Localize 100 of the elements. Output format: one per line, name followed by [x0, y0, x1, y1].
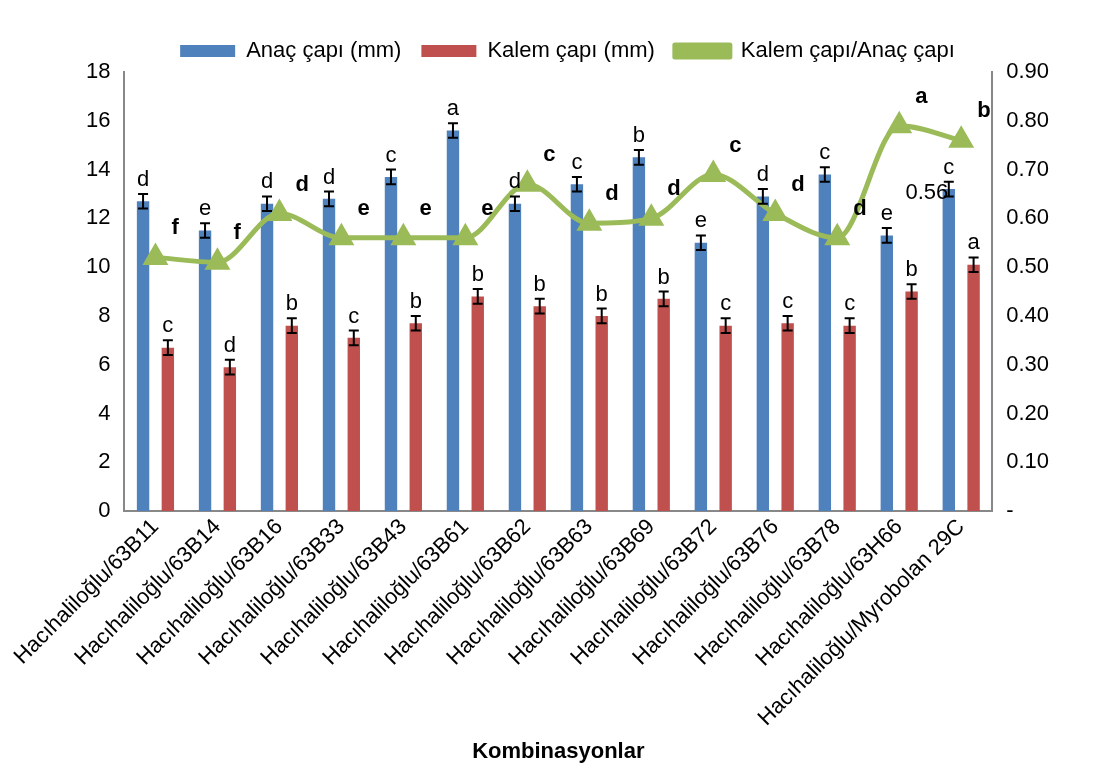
- y-tick-label: 10: [85, 253, 111, 279]
- data-label: d: [756, 161, 769, 187]
- data-label: e: [357, 194, 370, 220]
- bar: [508, 203, 522, 512]
- data-label: d: [667, 175, 681, 201]
- legend-label: Kalem çapı/Anaç çapı: [740, 37, 955, 63]
- data-label: a: [446, 95, 460, 121]
- data-label: b: [471, 261, 484, 287]
- data-label: c: [720, 290, 732, 316]
- data-label: e: [419, 194, 432, 220]
- bar: [260, 203, 274, 512]
- data-label: f: [171, 214, 180, 240]
- data-label: e: [694, 207, 707, 233]
- bar: [198, 230, 212, 512]
- bar: [967, 264, 980, 512]
- data-label: e: [198, 195, 212, 221]
- y-tick-label: 16: [85, 106, 111, 132]
- bar: [843, 325, 856, 512]
- point: [638, 203, 665, 226]
- data-label: d: [791, 170, 805, 196]
- y-tick-label: 2: [98, 448, 111, 474]
- bar: [880, 235, 894, 512]
- bar: [285, 325, 299, 512]
- data-label: c: [729, 131, 742, 157]
- data-label: e: [481, 194, 494, 220]
- bar: [756, 196, 770, 512]
- data-label: d: [322, 163, 336, 189]
- bar: [657, 298, 670, 512]
- data-label: c: [819, 139, 831, 165]
- x-axis-title: Kombinasyonlar: [472, 737, 645, 763]
- data-label: c: [543, 141, 556, 167]
- point: [700, 159, 727, 182]
- data-label: b: [409, 287, 422, 313]
- data-label: d: [136, 166, 150, 192]
- y2-tick-label: 0.40: [1006, 301, 1050, 327]
- bar: [136, 201, 150, 512]
- data-label: d: [223, 331, 236, 357]
- y2-tick-label: 0.30: [1006, 350, 1050, 376]
- data-label: b: [632, 122, 646, 148]
- y-tick-label: 0: [98, 497, 111, 523]
- data-label: d: [295, 170, 309, 196]
- bar: [570, 184, 584, 512]
- point: [268, 198, 293, 221]
- data-label: d: [508, 168, 522, 194]
- bar: [471, 296, 484, 512]
- legend-label: Anaç çapı (mm): [246, 37, 402, 63]
- data-label: c: [571, 148, 583, 174]
- data-label: b: [285, 290, 298, 316]
- point: [142, 242, 169, 265]
- data-label: d: [605, 180, 619, 206]
- y-tick-label: 14: [85, 155, 111, 181]
- bar: [632, 157, 646, 512]
- y-tick-label: 6: [98, 350, 111, 376]
- data-label: b: [595, 280, 608, 306]
- y2-tick-label: 0.50: [1006, 253, 1050, 279]
- data-label: c: [943, 153, 955, 179]
- legend-label: Kalem çapı (mm): [487, 37, 655, 63]
- data-label: a: [915, 82, 929, 108]
- bar: [446, 130, 460, 512]
- annotation: 0.56: [905, 178, 949, 204]
- bar: [905, 291, 918, 512]
- bar: [595, 315, 608, 512]
- bar: [719, 325, 732, 512]
- data-label: a: [967, 229, 981, 255]
- data-label: b: [657, 263, 670, 289]
- data-label: c: [844, 290, 856, 316]
- bar: [384, 176, 398, 512]
- point: [948, 125, 974, 148]
- y2-tick-label: 0.60: [1006, 204, 1050, 230]
- bar: [409, 323, 422, 512]
- data-label: c: [782, 287, 794, 313]
- y-tick-label: 12: [85, 204, 111, 230]
- y2-tick-label: 0.80: [1006, 106, 1050, 132]
- y2-tick-label: 0.70: [1006, 155, 1050, 181]
- bar: [322, 198, 336, 512]
- data-label: e: [880, 200, 893, 226]
- y2-tick-label: 0.10: [1006, 448, 1050, 474]
- point: [762, 198, 787, 221]
- y-tick-label: 18: [85, 58, 111, 84]
- bar: [818, 174, 832, 512]
- bar: [694, 242, 708, 512]
- y2-tick-label: 0.20: [1006, 399, 1050, 425]
- data-label: b: [533, 270, 546, 296]
- y2-tick-label: -: [1006, 497, 1014, 523]
- bar: [161, 347, 175, 512]
- data-label: d: [260, 168, 274, 194]
- data-label: b: [905, 256, 918, 282]
- point: [204, 247, 231, 270]
- data-label: c: [162, 312, 174, 338]
- data-label: c: [385, 141, 397, 167]
- data-label: c: [348, 302, 360, 328]
- bar: [347, 337, 360, 512]
- y-tick-label: 4: [98, 399, 111, 425]
- data-label: b: [977, 97, 991, 123]
- y2-tick-label: 0.90: [1006, 58, 1050, 84]
- bar: [223, 367, 237, 512]
- bar: [533, 306, 546, 512]
- bar: [781, 323, 794, 512]
- y-tick-label: 8: [98, 301, 111, 327]
- point: [576, 208, 603, 231]
